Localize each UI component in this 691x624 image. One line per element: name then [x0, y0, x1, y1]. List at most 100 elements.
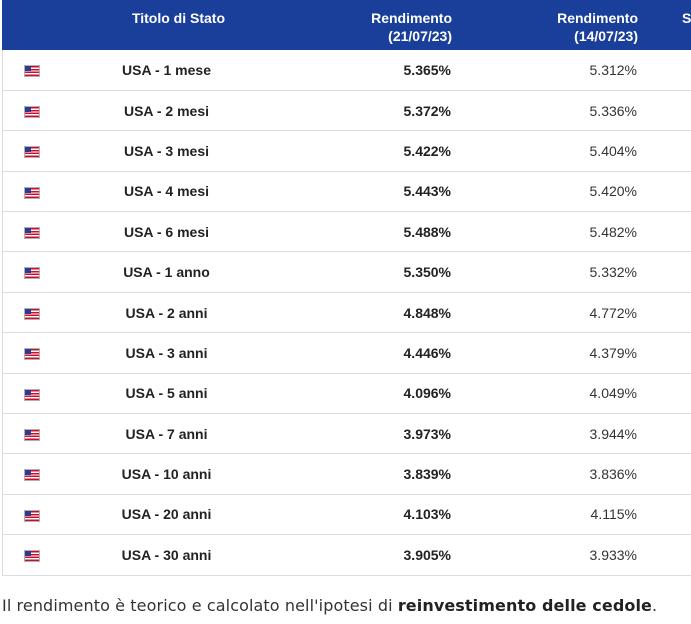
header-flag-column: [2, 0, 62, 50]
header-yield-current: Rendimento (21/07/23): [272, 0, 452, 50]
flag-cell: [2, 292, 62, 332]
header-extra-label: St: [682, 10, 691, 26]
table-body: USA - 1 mese 5.365% 5.312% USA - 2 mesi 5.37…: [2, 50, 691, 576]
yield-previous: 5.332%: [589, 264, 637, 281]
us-flag-icon: [24, 186, 40, 199]
bond-title: USA - 2 anni: [125, 304, 208, 321]
yield-previous: 5.312%: [589, 61, 637, 78]
extra-cell: [638, 212, 691, 252]
header-yield-current-label: Rendimento: [371, 10, 452, 26]
header-title: Titolo di Stato: [62, 0, 272, 50]
header-yield-previous-date: (14/07/23): [574, 28, 638, 44]
bond-title: USA - 10 anni: [121, 466, 212, 483]
bond-title: USA - 4 mesi: [123, 183, 210, 200]
yield-previous: 5.420%: [589, 183, 637, 200]
bond-title: USA - 1 mese: [122, 61, 211, 78]
yield-current: 3.973%: [403, 425, 451, 442]
footnote-text: Il rendimento è teorico e calcolato nell…: [2, 596, 398, 615]
yield-current: 3.905%: [403, 546, 451, 563]
extra-cell: [638, 252, 691, 292]
flag-cell: [2, 333, 62, 373]
table-row: USA - 5 anni 4.096% 4.049%: [2, 373, 691, 414]
yield-current: 4.096%: [403, 385, 451, 402]
yield-previous: 5.404%: [589, 142, 637, 159]
yield-previous: 5.482%: [589, 223, 637, 240]
yield-previous: 4.115%: [590, 506, 637, 523]
bond-title: USA - 30 anni: [121, 546, 212, 563]
us-flag-icon: [24, 509, 40, 522]
yield-current: 5.372%: [403, 102, 451, 119]
extra-cell: [638, 50, 691, 90]
bond-title: USA - 6 mesi: [123, 223, 210, 240]
yield-previous: 3.933%: [589, 546, 637, 563]
us-flag-icon: [24, 146, 40, 159]
yield-current: 4.103%: [403, 506, 451, 523]
flag-cell: [2, 454, 62, 494]
header-title-label: Titolo di Stato: [131, 10, 226, 26]
yield-previous: 3.836%: [589, 466, 637, 483]
table-header: Titolo di Stato Rendimento (21/07/23) Re…: [2, 0, 691, 50]
table-row: USA - 20 anni 4.103% 4.115%: [2, 494, 691, 535]
table-row: USA - 2 mesi 5.372% 5.336%: [2, 90, 691, 131]
yield-previous: 4.049%: [589, 385, 637, 402]
flag-cell: [2, 252, 62, 292]
table-row: USA - 6 mesi 5.488% 5.482%: [2, 212, 691, 252]
us-flag-icon: [24, 348, 40, 361]
table-row: USA - 30 anni 3.905% 3.933%: [2, 535, 691, 576]
extra-cell: [638, 90, 691, 130]
extra-cell: [638, 292, 691, 332]
bond-title: USA - 20 anni: [121, 506, 212, 523]
yield-previous: 5.336%: [589, 102, 637, 119]
table-row: USA - 2 anni 4.848% 4.772%: [2, 292, 691, 333]
yield-current: 5.365%: [403, 61, 451, 78]
table-row: USA - 3 anni 4.446% 4.379%: [2, 333, 691, 374]
extra-cell: [638, 171, 691, 211]
flag-cell: [2, 414, 62, 454]
table-row: USA - 10 anni 3.839% 3.836%: [2, 454, 691, 495]
flag-cell: [2, 90, 62, 130]
header-yield-previous: Rendimento (14/07/23): [452, 0, 638, 50]
header-extra-partial: St: [638, 0, 691, 50]
table-row: USA - 4 mesi 5.443% 5.420%: [2, 171, 691, 212]
yield-previous: 4.379%: [589, 344, 637, 361]
flag-cell: [2, 50, 62, 90]
us-flag-icon: [24, 227, 40, 240]
extra-cell: [638, 494, 691, 534]
flag-cell: [2, 212, 62, 252]
table-row: USA - 3 mesi 5.422% 5.404%: [2, 131, 691, 172]
us-flag-icon: [24, 267, 40, 280]
us-flag-icon: [24, 105, 40, 118]
yield-previous: 3.944%: [589, 425, 637, 442]
flag-cell: [2, 373, 62, 413]
header-yield-current-date: (21/07/23): [388, 28, 452, 44]
extra-cell: [638, 131, 691, 171]
us-flag-icon: [24, 65, 40, 78]
yield-current: 5.443%: [403, 183, 451, 200]
extra-cell: [638, 414, 691, 454]
us-flag-icon: [24, 429, 40, 441]
flag-cell: [2, 535, 62, 575]
footnote-suffix: .: [652, 596, 658, 615]
bond-title: USA - 1 anno: [123, 264, 210, 281]
yield-table: Titolo di Stato Rendimento (21/07/23) Re…: [2, 0, 691, 576]
yield-current: 5.350%: [403, 264, 451, 281]
extra-cell: [638, 333, 691, 373]
us-flag-icon: [24, 307, 40, 320]
table-row: USA - 1 mese 5.365% 5.312%: [2, 50, 691, 91]
yield-current: 4.848%: [403, 304, 451, 321]
yield-current: 5.422%: [403, 142, 451, 159]
header-row: Titolo di Stato Rendimento (21/07/23) Re…: [2, 0, 691, 50]
table-left-border: [2, 50, 3, 576]
extra-cell: [638, 454, 691, 494]
us-flag-icon: [24, 469, 40, 482]
extra-cell: [638, 373, 691, 413]
yield-current: 4.446%: [403, 344, 451, 361]
table-row: USA - 7 anni 3.973% 3.944%: [2, 414, 691, 454]
extra-cell: [638, 535, 691, 575]
flag-cell: [2, 171, 62, 211]
table-row: USA - 1 anno 5.350% 5.332%: [2, 252, 691, 293]
yield-current: 3.839%: [403, 466, 451, 483]
footnote-bold: reinvestimento delle cedole: [397, 596, 653, 615]
bond-title: USA - 7 anni: [125, 425, 208, 442]
us-flag-icon: [24, 388, 40, 401]
